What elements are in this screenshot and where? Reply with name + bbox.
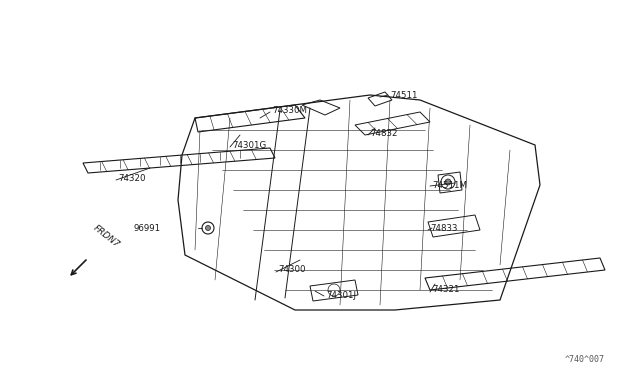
Text: 74300: 74300: [278, 266, 305, 275]
Text: 74301J: 74301J: [326, 291, 356, 299]
Text: 74321: 74321: [432, 285, 460, 295]
Text: 74832: 74832: [370, 128, 397, 138]
Text: 74330M: 74330M: [272, 106, 307, 115]
Text: ^740^007: ^740^007: [565, 355, 605, 364]
Text: 74301G: 74301G: [232, 141, 266, 150]
Text: 74320: 74320: [118, 173, 145, 183]
Text: 74833: 74833: [430, 224, 458, 232]
Text: 74511: 74511: [390, 90, 417, 99]
Text: 74511M: 74511M: [432, 180, 467, 189]
Text: 96991: 96991: [134, 224, 161, 232]
Circle shape: [445, 179, 451, 185]
Text: FRDN7: FRDN7: [92, 224, 122, 250]
Circle shape: [205, 225, 211, 231]
